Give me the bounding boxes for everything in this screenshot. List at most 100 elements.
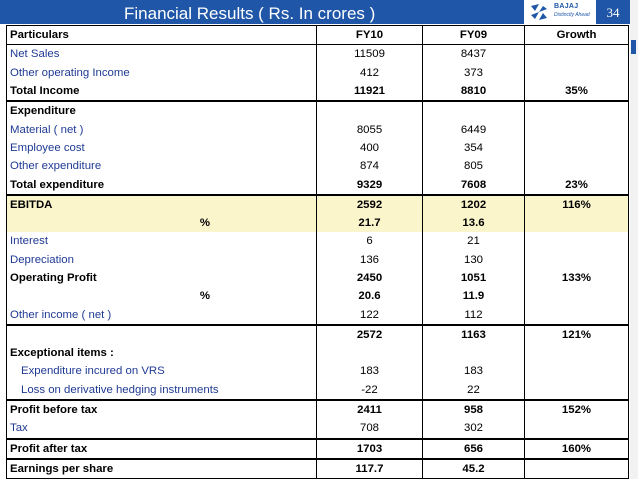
cell-fy09: 8810 xyxy=(422,81,525,103)
table-row: Total Income 11921 8810 35% xyxy=(6,81,629,103)
cell-fy09: 7608 xyxy=(422,175,525,196)
table-row: Other expenditure 874 805 xyxy=(6,157,629,176)
cell-fy10 xyxy=(316,101,423,121)
cell-growth: 152% xyxy=(524,399,629,420)
cell-fy09: 183 xyxy=(422,362,525,381)
row-label: Net Sales xyxy=(6,44,317,64)
row-label: Other expenditure xyxy=(6,157,317,176)
cell-fy10: 1703 xyxy=(316,438,423,460)
cell-growth xyxy=(524,101,629,121)
table-row: Net Sales 11509 8437 xyxy=(6,44,629,64)
table-row: Other operating Income 412 373 xyxy=(6,63,629,82)
row-label: Expenditure incured on VRS xyxy=(6,362,317,381)
cell-growth xyxy=(524,458,629,479)
cell-fy09: 21 xyxy=(422,232,525,251)
cell-fy09: 1202 xyxy=(422,194,525,214)
cell-fy10: 6 xyxy=(316,232,423,251)
row-label: Tax xyxy=(6,419,317,440)
financial-results-table: Particulars FY10 FY09 Growth Net Sales 11… xyxy=(6,24,629,479)
cell-fy10: 2592 xyxy=(316,194,423,214)
logo-wordmark: BAJAJ xyxy=(554,3,579,10)
cell-fy09: 373 xyxy=(422,63,525,82)
cell-fy10: 117.7 xyxy=(316,458,423,479)
cell-fy10: 2572 xyxy=(316,324,423,345)
cell-growth xyxy=(524,138,629,158)
row-label: Other income ( net ) xyxy=(6,305,317,326)
table-row: % 20.6 11.9 xyxy=(6,287,629,306)
cell-fy10 xyxy=(316,344,423,363)
logo-tagline: Distinctly Ahead xyxy=(554,12,590,18)
cell-fy09: 656 xyxy=(422,438,525,460)
cell-growth: 121% xyxy=(524,324,629,345)
cell-fy10: 412 xyxy=(316,63,423,82)
cell-growth xyxy=(524,44,629,64)
table-row: Expenditure incured on VRS 183 183 xyxy=(6,362,629,381)
cell-fy10: 9329 xyxy=(316,175,423,196)
cell-growth xyxy=(524,380,629,401)
cell-fy09: 354 xyxy=(422,138,525,158)
cell-fy10: 400 xyxy=(316,138,423,158)
cell-growth xyxy=(524,419,629,440)
row-label: Depreciation xyxy=(6,250,317,269)
row-label: Total expenditure xyxy=(6,175,317,196)
cell-growth xyxy=(524,157,629,176)
table-row: Material ( net ) 8055 6449 xyxy=(6,120,629,139)
column-header-particulars: Particulars xyxy=(6,24,317,46)
table-row: Tax 708 302 xyxy=(6,419,629,440)
cell-fy10: 21.7 xyxy=(316,213,423,233)
table-row: Loss on derivative hedging instruments -2… xyxy=(6,380,629,401)
cell-fy09: 112 xyxy=(422,305,525,326)
cell-growth xyxy=(524,63,629,82)
table-row: Total expenditure 9329 7608 23% xyxy=(6,175,629,196)
row-label: % xyxy=(6,287,317,306)
cell-growth: 160% xyxy=(524,438,629,460)
cell-fy10: 8055 xyxy=(316,120,423,139)
column-header-growth: Growth xyxy=(524,24,629,46)
table-body: Net Sales 11509 8437 Other operating Income… xyxy=(6,44,629,479)
cell-growth xyxy=(524,250,629,269)
row-label: EBITDA xyxy=(6,194,317,214)
cell-fy09: 13.6 xyxy=(422,213,525,233)
cell-fy09: 958 xyxy=(422,399,525,420)
cell-fy10: 708 xyxy=(316,419,423,440)
cell-growth xyxy=(524,232,629,251)
row-label: Exceptional items : xyxy=(6,344,317,363)
table-row: % 21.7 13.6 xyxy=(6,213,629,233)
row-label: Loss on derivative hedging instruments xyxy=(6,380,317,401)
cell-fy09 xyxy=(422,101,525,121)
cell-fy10: 2450 xyxy=(316,268,423,288)
page-title: Financial Results ( Rs. In crores ) xyxy=(124,4,376,23)
table-row: 2572 1163 121% xyxy=(6,324,629,345)
row-label: % xyxy=(6,213,317,233)
cell-fy10: 183 xyxy=(316,362,423,381)
cell-fy10: 136 xyxy=(316,250,423,269)
cell-fy10: 11921 xyxy=(316,81,423,103)
edge-marker xyxy=(631,40,636,54)
cell-fy09: 302 xyxy=(422,419,525,440)
cell-fy09: 8437 xyxy=(422,44,525,64)
table-row: Exceptional items : xyxy=(6,344,629,363)
cell-fy10: 874 xyxy=(316,157,423,176)
cell-growth: 133% xyxy=(524,268,629,288)
cell-growth xyxy=(524,120,629,139)
cell-growth xyxy=(524,213,629,233)
cell-growth: 23% xyxy=(524,175,629,196)
bajaj-logo-icon xyxy=(531,4,547,20)
table-row: Other income ( net ) 122 112 xyxy=(6,305,629,326)
row-label: Other operating Income xyxy=(6,63,317,82)
slide-number: 34 xyxy=(606,5,620,20)
cell-fy09: 1163 xyxy=(422,324,525,345)
company-logo: BAJAJ Distinctly Ahead xyxy=(524,0,596,24)
row-label: Employee cost xyxy=(6,138,317,158)
table-row: EBITDA 2592 1202 116% xyxy=(6,194,629,214)
row-label: Material ( net ) xyxy=(6,120,317,139)
table-row: Profit before tax 2411 958 152% xyxy=(6,399,629,420)
cell-fy09: 130 xyxy=(422,250,525,269)
cell-fy10: 2411 xyxy=(316,399,423,420)
cell-fy09 xyxy=(422,344,525,363)
cell-fy09: 6449 xyxy=(422,120,525,139)
cell-fy09: 1051 xyxy=(422,268,525,288)
cell-fy09: 11.9 xyxy=(422,287,525,306)
table-row: Earnings per share 117.7 45.2 xyxy=(6,458,629,479)
row-label: Total Income xyxy=(6,81,317,103)
